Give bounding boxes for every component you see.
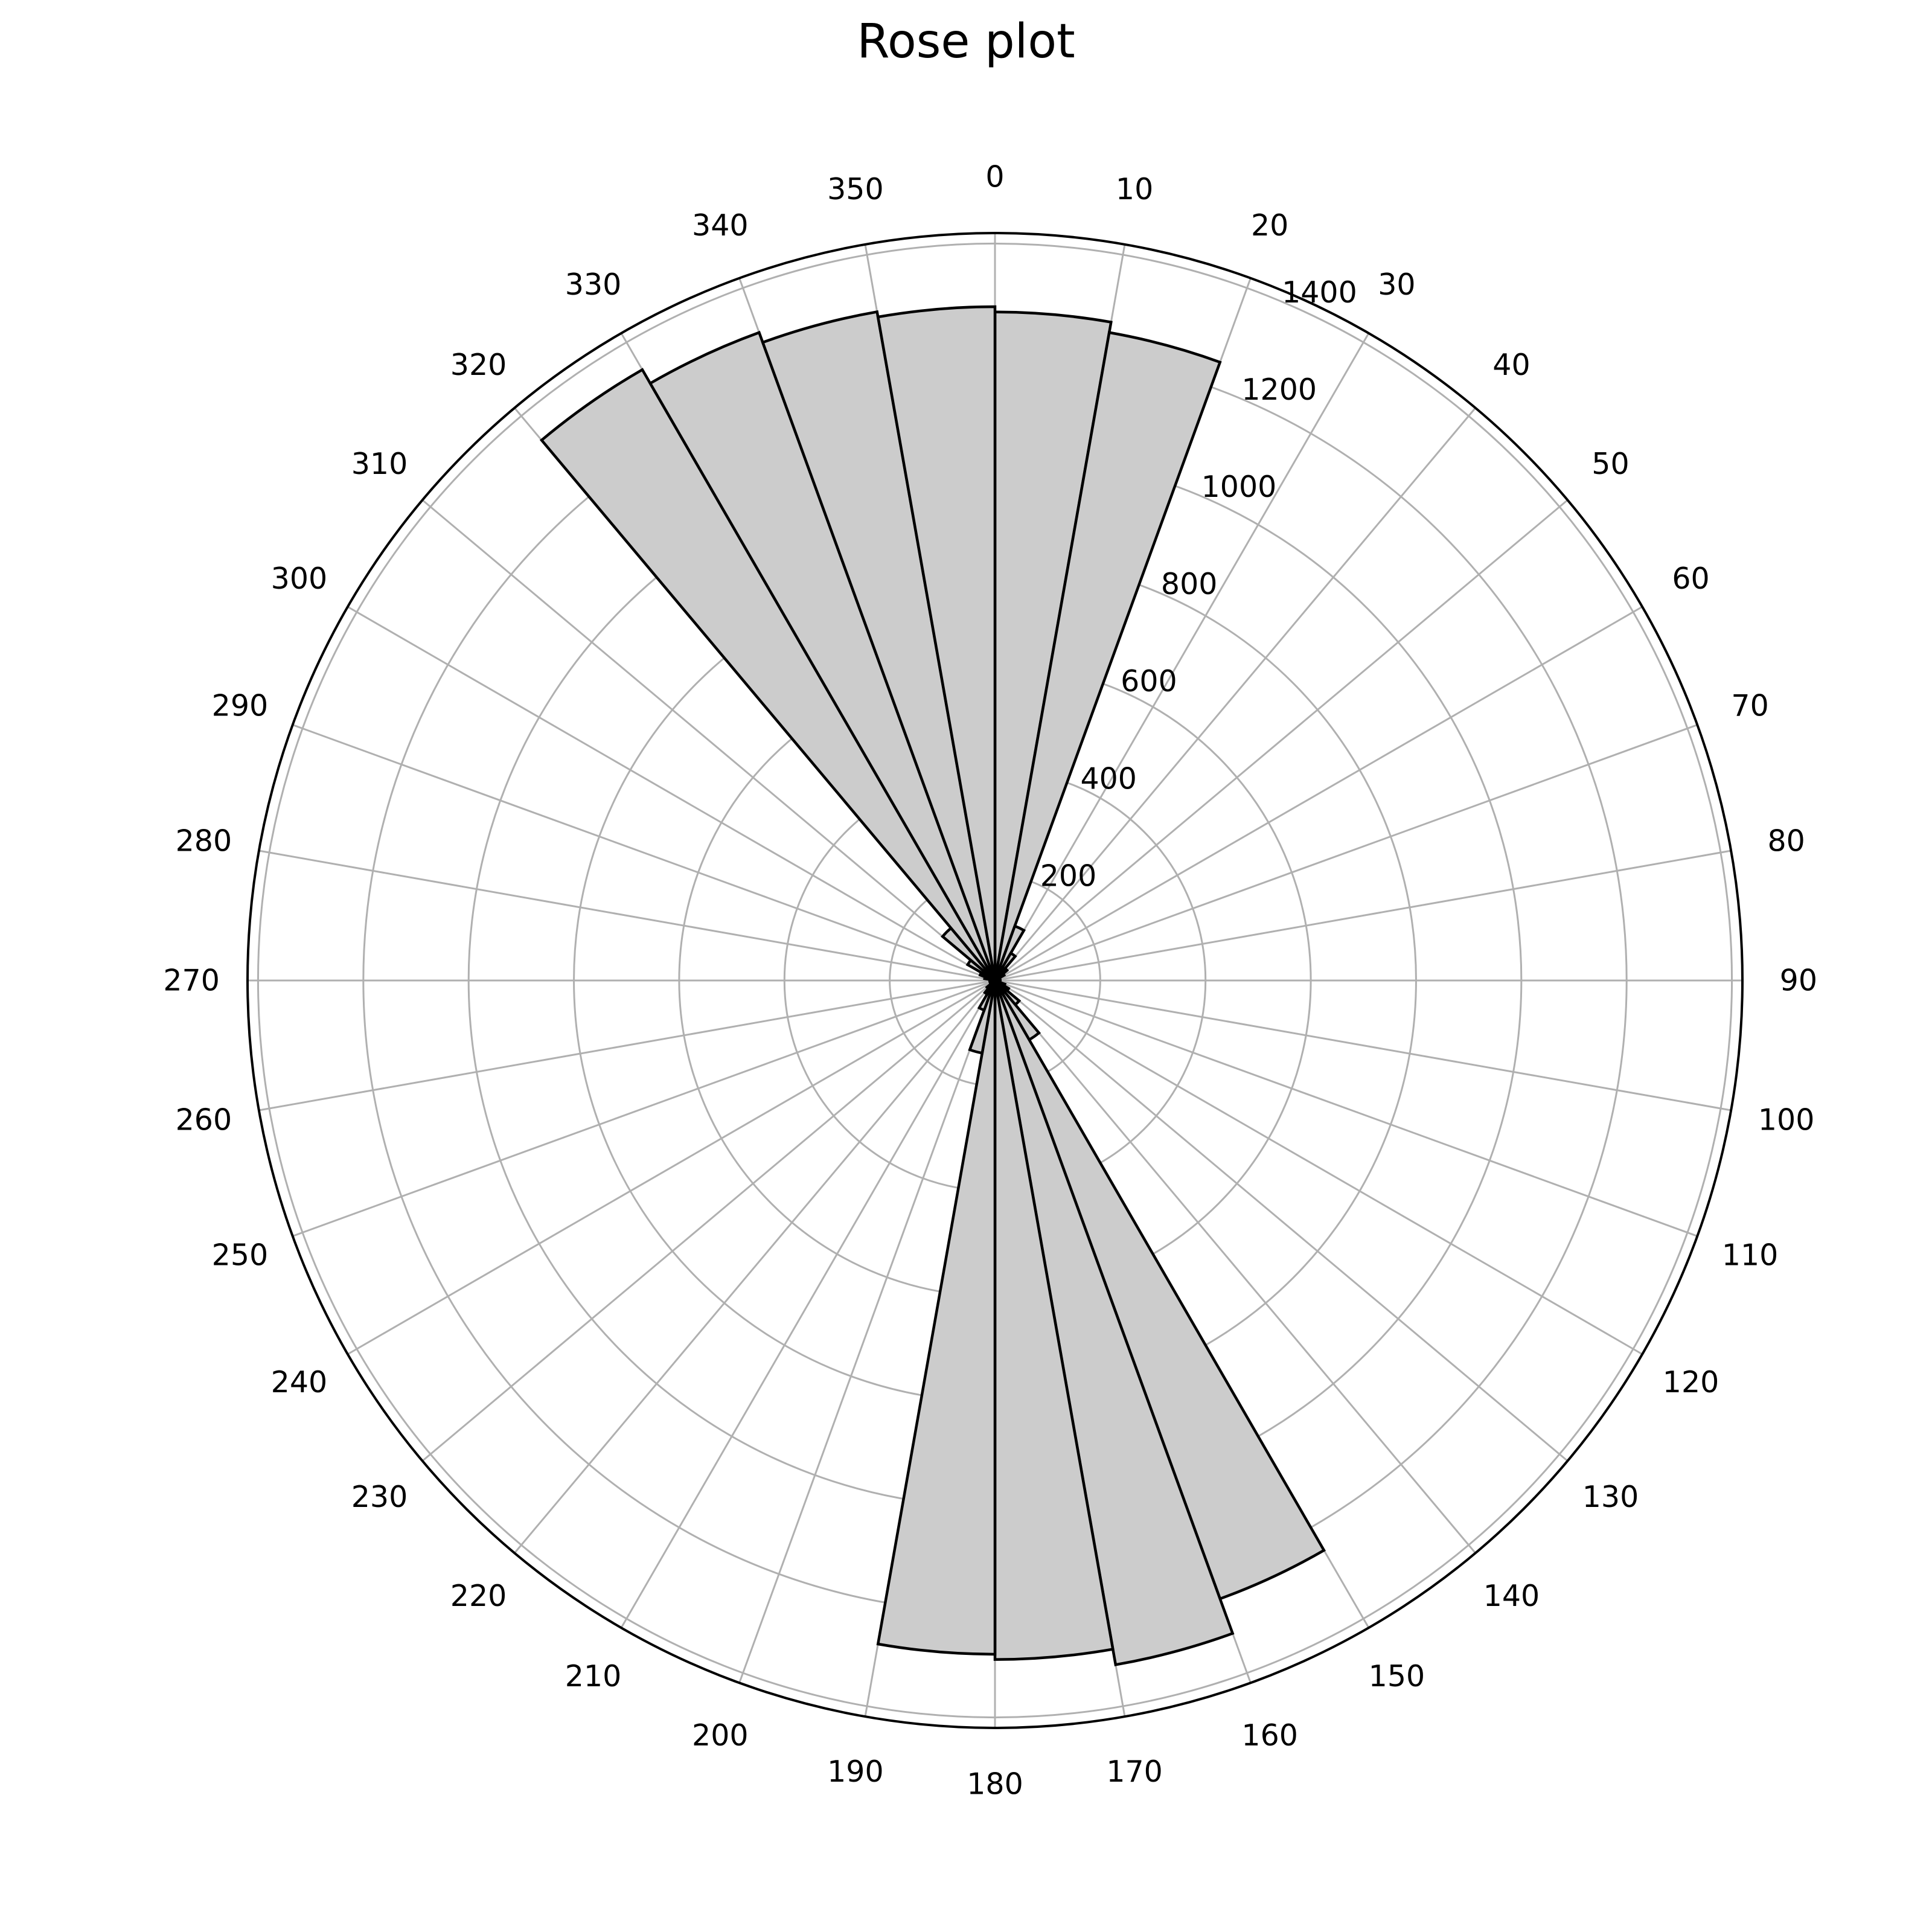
- theta-tick-label: 10: [1116, 172, 1153, 206]
- theta-tick-label: 160: [1241, 1718, 1298, 1753]
- theta-tick-label: 310: [351, 447, 408, 481]
- theta-tick-label: 90: [1780, 964, 1817, 998]
- r-tick-label: 800: [1161, 567, 1218, 601]
- theta-tick-label: 340: [692, 208, 749, 243]
- angular-gridline: [994, 849, 1732, 982]
- angular-gridline: [994, 333, 1370, 981]
- rose-bar: [761, 310, 997, 981]
- theta-tick-label: 260: [176, 1103, 232, 1137]
- theta-tick-label: 190: [827, 1754, 884, 1789]
- theta-tick-label: 210: [565, 1659, 622, 1694]
- theta-tick-label: 280: [176, 824, 232, 858]
- theta-tick-label: 290: [212, 688, 269, 723]
- rose-bar: [648, 330, 997, 982]
- angular-gridline: [994, 407, 1476, 981]
- theta-tick-label: 180: [967, 1767, 1023, 1801]
- theta-tick-label: 100: [1758, 1103, 1815, 1137]
- angular-gridline: [994, 979, 1698, 1237]
- theta-tick-label: 120: [1663, 1365, 1719, 1399]
- theta-tick-label: 350: [827, 172, 884, 206]
- angular-gridline: [994, 979, 1732, 1112]
- theta-tick-label: 110: [1722, 1238, 1779, 1273]
- theta-tick-label: 130: [1582, 1480, 1639, 1514]
- theta-tick-label: 50: [1591, 447, 1629, 481]
- theta-tick-label: 220: [450, 1579, 507, 1613]
- angular-gridline: [994, 979, 1643, 1355]
- r-tick-label: 200: [1040, 859, 1097, 893]
- angular-gridline: [258, 849, 996, 982]
- theta-tick-label: 320: [450, 348, 507, 382]
- angular-gridline: [292, 724, 996, 982]
- polar-outer-frame: [246, 232, 1744, 1729]
- angular-gridline: [994, 724, 1698, 982]
- chart-title: Rose plot: [857, 14, 1075, 69]
- polar-frame: [246, 232, 1744, 1729]
- theta-tick-label: 140: [1483, 1579, 1540, 1613]
- theta-tick-label: 230: [351, 1480, 408, 1514]
- angular-gridline: [738, 980, 996, 1683]
- rose-bar: [539, 368, 996, 982]
- angular-gridline: [347, 979, 996, 1355]
- theta-tick-label: 60: [1672, 561, 1709, 596]
- angular-gridline: [620, 980, 996, 1628]
- r-tick-label: 1400: [1282, 275, 1357, 310]
- angular-gridline: [421, 499, 996, 982]
- theta-tick-label: 30: [1378, 267, 1415, 302]
- rose-bar: [993, 331, 1222, 981]
- r-tick-label: 400: [1080, 761, 1137, 796]
- rose-bars: [539, 305, 1326, 1666]
- tick-labels: 0 10 20 30 40 50 60 70 80 90 100 110 120 130 140 150 160…: [163, 160, 1817, 1802]
- rose-bar: [876, 980, 997, 1656]
- angular-gridline: [258, 979, 996, 1112]
- r-tick-label: 1200: [1241, 373, 1317, 407]
- theta-tick-label: 270: [163, 964, 220, 998]
- theta-tick-label: 250: [212, 1238, 269, 1273]
- angular-gridline: [994, 499, 1569, 982]
- theta-tick-label: 70: [1731, 688, 1768, 723]
- theta-tick-label: 330: [565, 267, 622, 302]
- angular-gridline: [514, 980, 996, 1554]
- theta-tick-label: 300: [271, 561, 328, 596]
- theta-tick-label: 200: [692, 1718, 749, 1753]
- angular-gridline: [347, 606, 996, 982]
- rose-bar: [993, 980, 1115, 1661]
- theta-tick-label: 150: [1369, 1659, 1425, 1694]
- theta-tick-label: 40: [1492, 348, 1530, 382]
- theta-tick-label: 0: [985, 160, 1004, 194]
- rose-bar: [876, 305, 997, 981]
- r-tick-label: 1000: [1201, 470, 1277, 504]
- angular-gridline: [994, 979, 1569, 1462]
- r-tick-label: 600: [1121, 664, 1177, 699]
- theta-tick-label: 240: [271, 1365, 328, 1399]
- angular-gridline: [292, 979, 996, 1237]
- theta-tick-label: 80: [1767, 824, 1805, 858]
- angular-gridline: [994, 980, 1476, 1554]
- rose-bar: [993, 980, 1235, 1666]
- theta-tick-label: 170: [1106, 1754, 1163, 1789]
- angular-gridline: [994, 606, 1643, 982]
- theta-tick-label: 20: [1251, 208, 1288, 243]
- angular-gridline: [421, 979, 996, 1462]
